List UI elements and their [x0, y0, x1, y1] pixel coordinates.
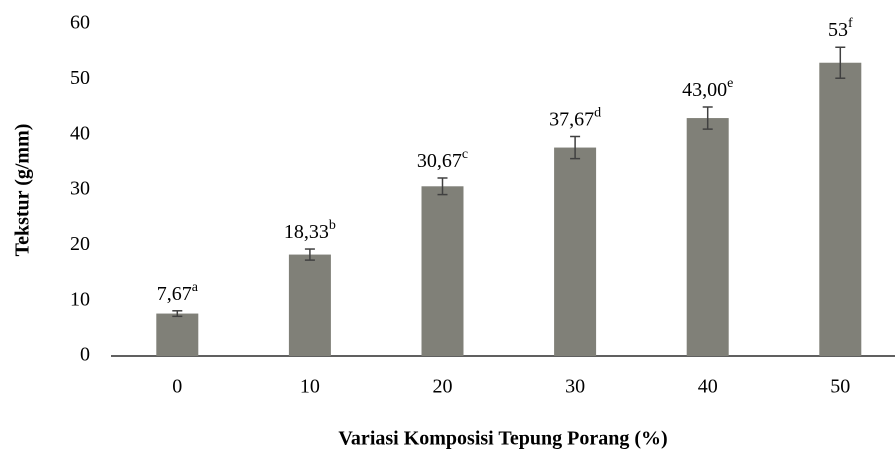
y-axis-title: Tekstur (g/mm): [12, 124, 34, 257]
bar: [421, 186, 464, 356]
value-label-number: 7,67: [157, 282, 192, 304]
bar: [686, 118, 729, 356]
value-label: 7,67a: [157, 280, 199, 304]
value-label: 43,00e: [682, 76, 733, 100]
x-tick-label: 50: [830, 376, 850, 398]
y-tick-label: 20: [70, 233, 90, 255]
y-tick-label: 10: [70, 288, 90, 310]
x-tick-label: 20: [433, 376, 453, 398]
error-bar: [437, 177, 448, 196]
y-tick-label: 50: [70, 67, 90, 89]
value-label-superscript: b: [329, 218, 336, 233]
value-label-number: 53: [828, 19, 848, 41]
value-label-number: 30,67: [417, 150, 462, 172]
value-label-superscript: d: [594, 106, 601, 121]
value-label-superscript: a: [192, 280, 199, 295]
value-label: 30,67c: [417, 147, 468, 171]
value-label-number: 43,00: [682, 79, 727, 101]
value-label-number: 18,33: [284, 221, 329, 243]
value-label: 37,67d: [549, 106, 601, 130]
y-tick-label: 30: [70, 178, 90, 200]
error-bar: [570, 135, 581, 160]
y-tick-label: 40: [70, 122, 90, 144]
value-label-superscript: c: [462, 147, 468, 162]
error-bar: [835, 46, 846, 79]
bar: [554, 147, 597, 356]
x-tick-label: 10: [300, 376, 320, 398]
value-label-superscript: f: [848, 16, 853, 31]
error-bar: [702, 106, 713, 130]
x-tick-label: 30: [565, 376, 585, 398]
bar: [288, 254, 331, 356]
y-tick-label: 60: [70, 12, 90, 34]
value-label-superscript: e: [727, 76, 733, 91]
value-label: 53f: [828, 16, 853, 40]
value-label-number: 37,67: [549, 108, 594, 130]
bar: [819, 62, 862, 356]
value-label: 18,33b: [284, 218, 336, 242]
error-bar: [172, 310, 183, 318]
error-bar: [304, 248, 315, 261]
x-axis-title: Variasi Komposisi Tepung Porang (%): [338, 428, 667, 450]
x-tick-label: 40: [698, 376, 718, 398]
x-tick-label: 0: [172, 376, 182, 398]
bar: [156, 313, 199, 356]
y-tick-label: 0: [80, 344, 90, 366]
